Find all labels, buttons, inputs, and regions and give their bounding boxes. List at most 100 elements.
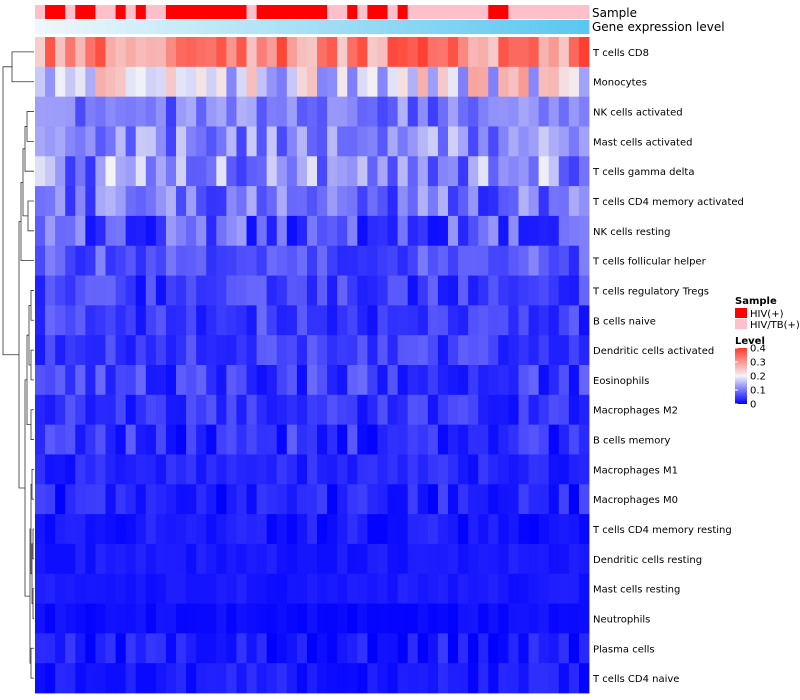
heatmap-cell [367, 424, 378, 455]
heatmap-cell [488, 66, 499, 98]
heatmap-cell [488, 663, 499, 694]
heatmap-cell [437, 663, 449, 694]
heatmap-cell [528, 66, 540, 98]
heatmap-cell [568, 186, 580, 217]
heatmap-cell [196, 305, 207, 336]
heatmap-cell [45, 96, 56, 127]
heatmap-cell [548, 215, 560, 247]
heatmap-cell [256, 245, 268, 276]
heatmap-cell [558, 96, 570, 127]
heatmap-cell [286, 156, 298, 187]
heatmap-cell [427, 186, 439, 217]
sample-annotation-cell [75, 5, 86, 19]
heatmap-cell [236, 335, 247, 366]
heatmap-cell [478, 573, 489, 604]
heatmap-cell [206, 514, 217, 545]
heatmap-cell [317, 305, 328, 336]
heatmap-cell [216, 424, 227, 455]
heatmap-cell [377, 394, 388, 426]
heatmap-cell [508, 96, 519, 127]
heatmap-cell [407, 335, 419, 366]
heatmap-cell [206, 245, 217, 276]
sample-annotation-cell [337, 5, 348, 19]
heatmap-cell [155, 394, 167, 426]
heatmap-cell [488, 454, 499, 485]
heatmap-cell [387, 66, 399, 98]
heatmap-cell [55, 394, 66, 426]
heatmap-cell [357, 126, 368, 157]
heatmap-cell [468, 603, 479, 634]
heatmap-cell [317, 484, 328, 515]
heatmap-cell [35, 215, 46, 247]
heatmap-cell [115, 424, 127, 455]
heatmap-cell [35, 424, 46, 455]
heatmap-cells [35, 37, 590, 694]
heatmap-cell [65, 603, 76, 634]
heatmap-cell [155, 245, 167, 276]
heatmap-cell [206, 66, 217, 98]
heatmap-cell [357, 603, 368, 634]
heatmap-cell [176, 365, 187, 396]
heatmap-cell [327, 424, 338, 455]
heatmap-cell [145, 335, 157, 366]
heatmap-cell [558, 37, 570, 68]
heatmap-cell [236, 454, 247, 485]
heatmap-cell [306, 305, 318, 336]
heatmap-cell [397, 245, 409, 276]
heatmap-cell [447, 424, 459, 455]
heatmap-cell [397, 484, 409, 515]
row-label: Mast cells resting [593, 585, 680, 596]
heatmap-cell [286, 603, 298, 634]
expression-annotation-cell [478, 20, 489, 34]
heatmap-cell [447, 633, 459, 664]
heatmap-cell [407, 603, 419, 634]
legend-swatch-hivtb [735, 319, 747, 329]
expression-annotation-cell [508, 20, 519, 34]
heatmap-cell [458, 186, 469, 217]
heatmap-cell [256, 305, 268, 336]
heatmap-cell [347, 215, 358, 247]
heatmap-cell [518, 484, 529, 515]
heatmap-cell [65, 186, 76, 217]
heatmap-cell [458, 37, 469, 68]
heatmap-cell [65, 96, 76, 127]
expression-annotation-cell [306, 20, 318, 34]
heatmap-cell [186, 126, 197, 157]
heatmap-cell [518, 663, 529, 694]
dendrogram-branch [32, 588, 34, 619]
heatmap-cell [266, 514, 278, 545]
heatmap-cell [65, 275, 76, 306]
heatmap-cell [538, 335, 550, 366]
heatmap-cell [125, 663, 137, 694]
heatmap-cell [155, 66, 167, 98]
heatmap-cell [306, 186, 318, 217]
heatmap-cell [145, 37, 157, 68]
heatmap-cell [196, 37, 207, 68]
sample-annotation-cell [266, 5, 278, 19]
heatmap-cell [578, 454, 590, 485]
heatmap-cell [186, 633, 197, 664]
heatmap-cell [266, 275, 278, 306]
heatmap-cell [155, 514, 167, 545]
heatmap-cell [155, 484, 167, 515]
heatmap-cell [206, 275, 217, 306]
heatmap-cell [186, 394, 197, 426]
heatmap-cell [306, 603, 318, 634]
heatmap-cell [45, 663, 56, 694]
heatmap-cell [498, 186, 509, 217]
heatmap-cell [568, 424, 580, 455]
heatmap-cell [518, 305, 529, 336]
heatmap-cell [387, 454, 399, 485]
heatmap-cell [55, 215, 66, 247]
legend-swatch-hiv [735, 308, 747, 318]
heatmap-cell [437, 424, 449, 455]
heatmap-cell [387, 37, 399, 68]
dendrogram-branch [30, 349, 34, 381]
heatmap-cell [216, 66, 227, 98]
heatmap-cell [55, 126, 66, 157]
heatmap-cell [125, 603, 137, 634]
heatmap-cell [276, 126, 288, 157]
heatmap-cell [196, 394, 207, 426]
heatmap-cell [286, 633, 298, 664]
heatmap-cell [296, 603, 308, 634]
